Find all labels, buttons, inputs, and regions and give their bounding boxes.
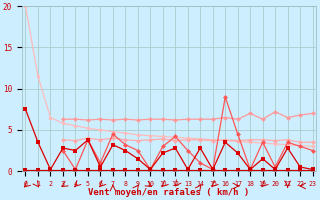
X-axis label: Vent moyen/en rafales ( km/h ): Vent moyen/en rafales ( km/h ) (88, 188, 250, 197)
